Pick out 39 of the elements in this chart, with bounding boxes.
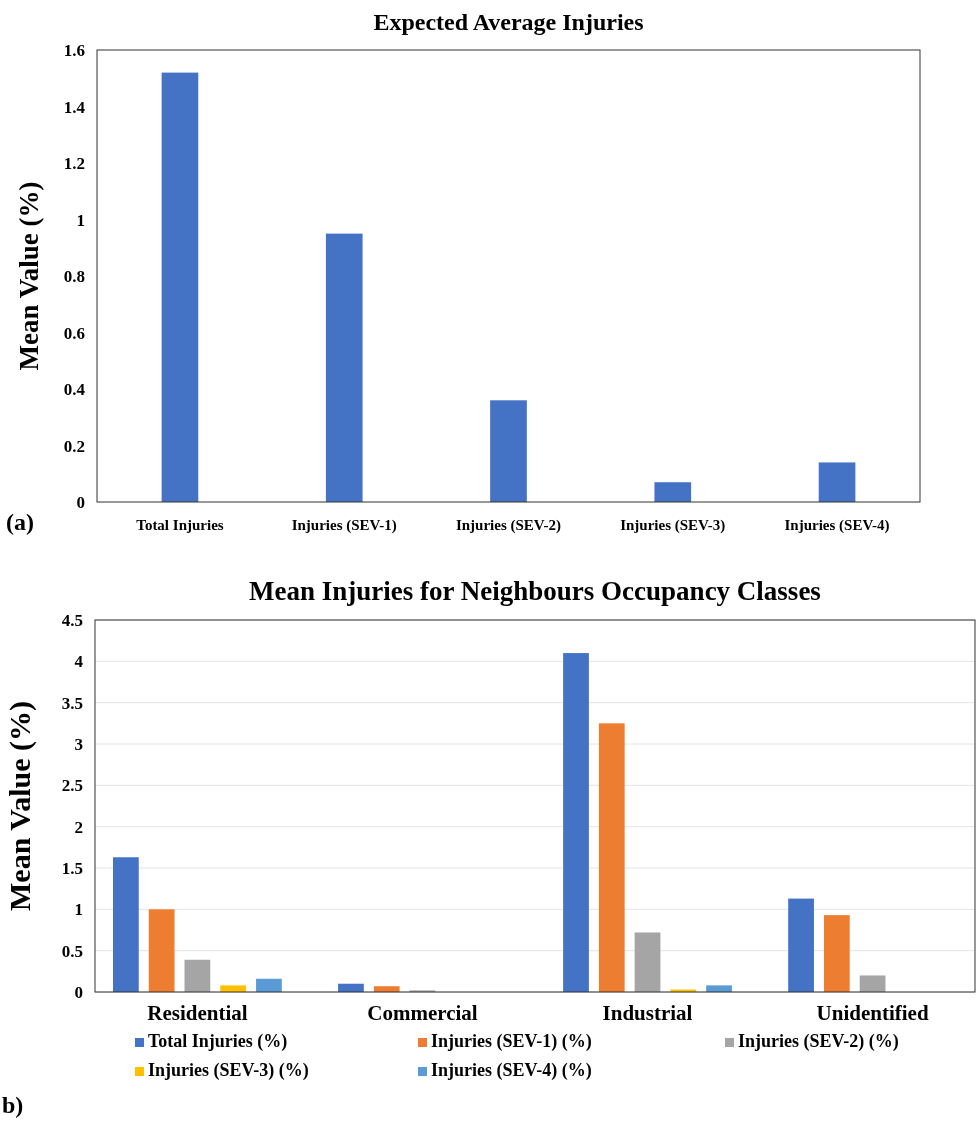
x-tick-label: Industrial	[602, 1001, 693, 1025]
x-tick-label: Commercial	[367, 1001, 478, 1025]
y-tick-label: 1.6	[63, 41, 85, 60]
legend-label: Injuries (SEV-1) (%)	[431, 1031, 592, 1052]
legend-label: Total Injuries (%)	[148, 1031, 288, 1052]
y-tick-label: 0.8	[63, 267, 85, 286]
y-tick-label: 1.2	[63, 154, 85, 173]
y-tick-label: 0.4	[63, 380, 86, 399]
text: (a)	[6, 509, 34, 535]
y-tick-label: 0	[76, 493, 85, 512]
y-tick-label: 2	[74, 817, 83, 837]
x-tick-label: Injuries (SEV-2)	[455, 517, 562, 534]
legend-label: Injuries (SEV-3) (%)	[148, 1060, 309, 1081]
legend-label: Injuries (SEV-2) (%)	[738, 1031, 899, 1052]
x-tick-label: Residential	[147, 1001, 248, 1025]
chart-title: Expected Average Injuries	[373, 9, 644, 35]
x-tick-label: Injuries (SEV-4)	[784, 517, 890, 534]
x-tick-label: Injuries (SEV-3)	[620, 517, 726, 534]
y-axis-title: Mean Value (%)	[3, 701, 37, 911]
x-tick-label: Injuries (SEV-1)	[291, 517, 397, 534]
y-tick-label: 1.4	[63, 97, 86, 117]
y-tick-label: 0.5	[61, 941, 83, 961]
y-tick-label: 3	[74, 735, 83, 754]
y-tick-label: 0.6	[63, 323, 85, 343]
y-tick-label: 4.5	[61, 611, 83, 630]
x-tick-label: Total Injuries	[136, 517, 224, 533]
chart-title: Mean Injuries for Neighbours Occupancy Classes	[249, 576, 821, 606]
y-tick-label: 0	[74, 983, 83, 1002]
y-tick-label: 0.2	[63, 436, 85, 456]
y-tick-label: 1.5	[61, 859, 83, 878]
y-tick-label: 1	[74, 900, 83, 920]
legend-label: Injuries (SEV-4) (%)	[431, 1060, 592, 1081]
y-tick-label: 1	[76, 210, 85, 230]
y-axis-title: Mean Value (%)	[14, 181, 44, 371]
text: b)	[2, 1092, 24, 1118]
y-tick-label: 4	[74, 652, 84, 672]
x-tick-label: Unidentified	[816, 1001, 929, 1025]
y-tick-label: 2.5	[61, 776, 83, 796]
y-tick-label: 3.5	[61, 693, 83, 713]
